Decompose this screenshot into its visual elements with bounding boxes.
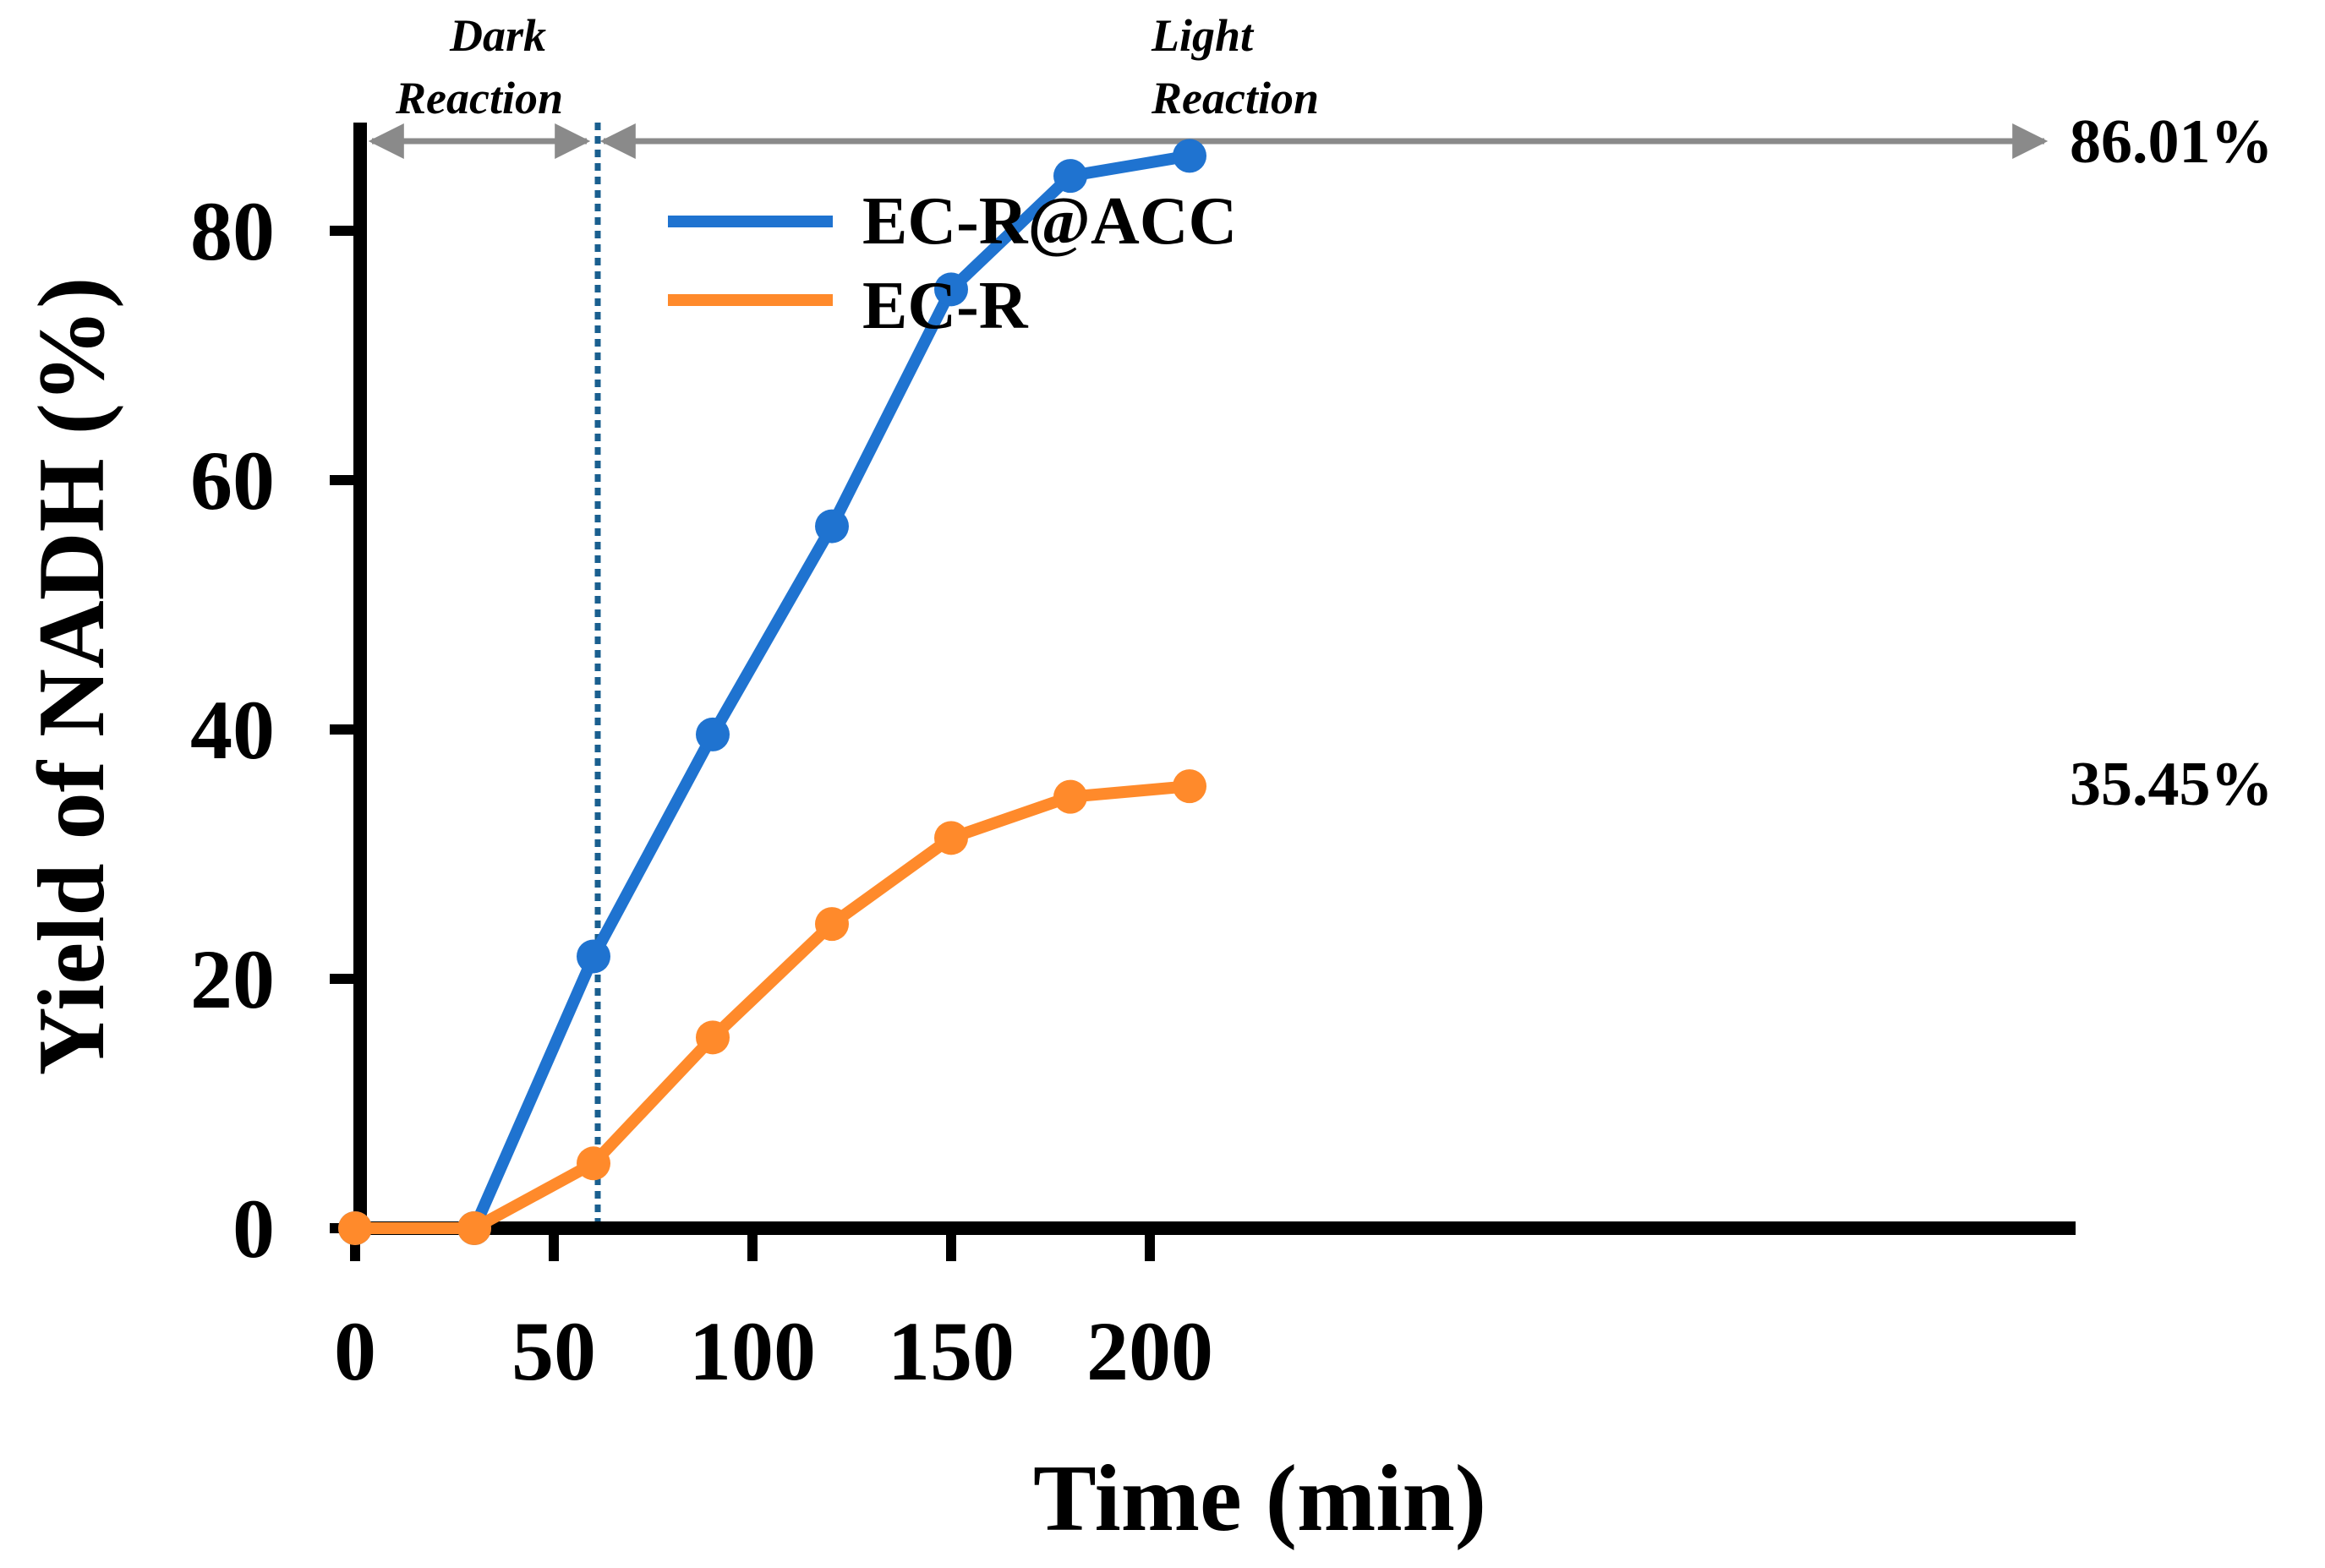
data-point-ec-r xyxy=(1173,769,1206,804)
end-label-ec-r-acc: 86.01% xyxy=(2070,107,2273,177)
data-point-ec-r xyxy=(696,1020,730,1055)
series-ec-r xyxy=(338,769,1206,1245)
data-point-ec-r xyxy=(934,821,968,855)
data-point-ec-r-acc xyxy=(1053,159,1087,194)
data-point-ec-r-acc xyxy=(577,939,610,974)
y-tick-label: 0 xyxy=(232,1182,275,1276)
data-point-ec-r-acc xyxy=(815,509,849,544)
light-reaction-label-line2: Reaction xyxy=(1151,73,1319,123)
data-point-ec-r xyxy=(1053,779,1087,814)
x-tick-label: 150 xyxy=(888,1304,1015,1398)
legend: EC-R@ACC EC-R xyxy=(668,184,1237,343)
x-tick-label: 0 xyxy=(334,1304,376,1398)
region-annotations: Dark Reaction Light Reaction xyxy=(368,10,2049,1227)
y-tick-label: 40 xyxy=(190,683,275,777)
data-point-ec-r-acc xyxy=(696,717,730,751)
y-tick-label: 80 xyxy=(190,184,275,278)
y-ticks: 0 20 40 60 80 xyxy=(190,184,360,1276)
y-axis-title: Yield of NADH (%) xyxy=(19,277,124,1076)
series-line-ec-r xyxy=(349,780,1195,1234)
x-tick-label: 100 xyxy=(689,1304,816,1398)
legend-label-ec-r-acc: EC-R@ACC xyxy=(862,184,1237,259)
light-reaction-label-line1: Light xyxy=(1151,10,1255,61)
data-point-ec-r xyxy=(577,1146,610,1181)
x-tick-label: 50 xyxy=(512,1304,596,1398)
dark-reaction-label-line2: Reaction xyxy=(395,73,563,123)
data-point-ec-r-acc xyxy=(934,272,968,307)
series-layer xyxy=(338,139,1206,1245)
x-axis-title: Time (min) xyxy=(1033,1446,1486,1551)
data-point-ec-r xyxy=(457,1211,491,1245)
x-tick-label: 200 xyxy=(1086,1304,1213,1398)
series-line-ec-r-acc xyxy=(349,150,1195,1234)
legend-label-ec-r: EC-R xyxy=(862,269,1029,343)
axes: 0 20 40 60 80 0 50 100 150 200 xyxy=(190,123,2076,1398)
dark-reaction-label-line1: Dark xyxy=(449,10,546,61)
end-label-ec-r: 35.45% xyxy=(2070,750,2273,819)
data-point-ec-r xyxy=(338,1211,372,1245)
y-tick-label: 60 xyxy=(190,434,275,527)
x-ticks: 0 50 100 150 200 xyxy=(334,1228,1213,1398)
data-point-ec-r xyxy=(815,907,849,942)
y-tick-label: 20 xyxy=(190,932,275,1026)
data-point-ec-r-acc xyxy=(1173,139,1206,173)
